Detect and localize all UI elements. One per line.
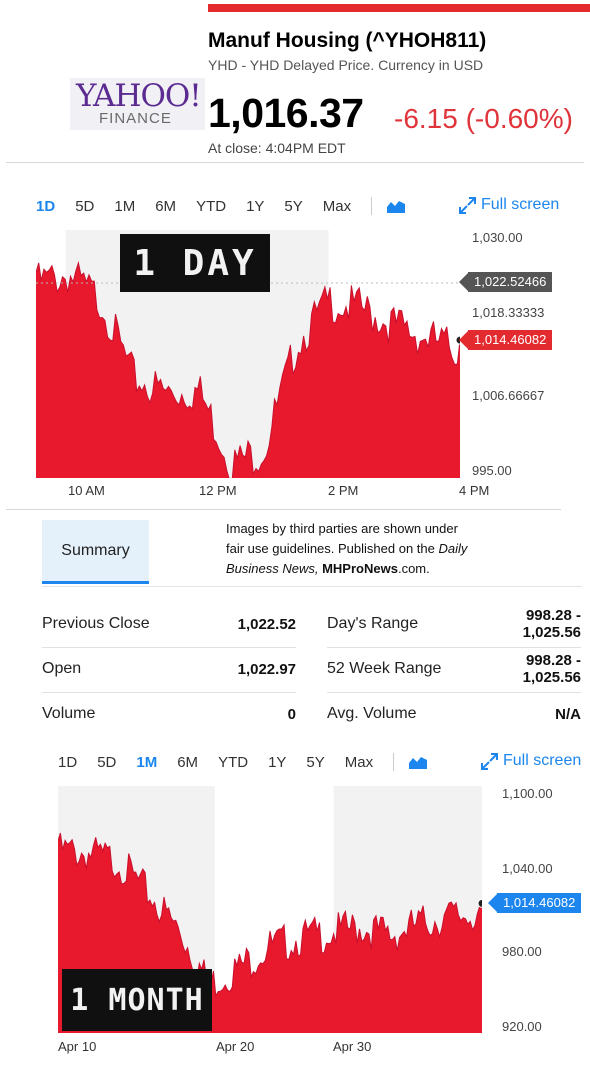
x-tick-day-4: 4 PM <box>459 483 490 498</box>
month-tab-5y[interactable]: 5Y <box>306 753 325 771</box>
month-stamp: 1 MONTH <box>62 969 212 1031</box>
fair-use-notice: Images by third parties are shown under … <box>226 521 468 576</box>
tab-separator <box>393 753 395 771</box>
stat-volume: Volume 0 <box>42 705 296 723</box>
chart-area-series <box>36 262 460 478</box>
y-tick-day-1: 1,030.00 <box>472 230 523 245</box>
prev-close-pointer <box>459 272 469 292</box>
day-tab-ytd[interactable]: YTD <box>196 197 227 215</box>
month-tab-1y[interactable]: 1Y <box>268 753 287 771</box>
y-tick-day-2: 1,018.33333 <box>472 305 545 320</box>
month-tab-1m[interactable]: 1M <box>136 753 158 771</box>
chart-divider <box>6 509 561 510</box>
current-price-dot <box>455 335 460 345</box>
y-tick-month-2: 1,040.00 <box>502 861 553 876</box>
chart-line-series <box>36 260 460 478</box>
day-tab-1d[interactable]: 1D <box>36 197 56 215</box>
tab-separator <box>371 197 373 215</box>
summary-divider <box>42 586 582 587</box>
top-accent-bar <box>208 4 590 12</box>
day-tab-5y[interactable]: 5Y <box>284 197 303 215</box>
fullscreen-button-day[interactable]: Full screen <box>459 196 559 214</box>
header-divider <box>6 162 584 163</box>
month-tab-6m[interactable]: 6M <box>177 753 199 771</box>
day-tab-max[interactable]: Max <box>322 197 352 215</box>
prev-close-badge: 1,022.52466 <box>468 272 553 292</box>
expand-icon <box>481 752 498 770</box>
stat-open: Open 1,022.97 <box>42 660 296 678</box>
y-tick-month-4: 920.00 <box>502 1019 542 1034</box>
yahoo-finance-logo: YAHOO! FINANCE <box>70 78 205 130</box>
x-tick-day-1: 10 AM <box>68 483 105 498</box>
stat-divider <box>327 647 581 648</box>
quote-change: -6.15 (-0.60%) <box>394 103 573 134</box>
stat-previous-close: Previous Close 1,022.52 <box>42 615 296 633</box>
tab-summary[interactable]: Summary <box>42 520 149 584</box>
day-tab-5d[interactable]: 5D <box>75 197 95 215</box>
y-tick-month-1: 1,100.00 <box>502 786 553 801</box>
x-tick-month-2: Apr 20 <box>216 1039 255 1054</box>
month-tab-ytd[interactable]: YTD <box>218 753 249 771</box>
x-tick-day-2: 12 PM <box>199 483 237 498</box>
quote-price: 1,016.37 <box>208 90 364 136</box>
close-time: At close: 4:04PM EDT <box>208 140 346 156</box>
current-price-pointer-day <box>459 330 469 350</box>
current-price-dot <box>477 898 482 908</box>
quote-subtitle: YHD - YHD Delayed Price. Currency in USD <box>208 57 484 73</box>
month-tab-max[interactable]: Max <box>344 753 374 771</box>
fullscreen-button-month[interactable]: Full screen <box>481 752 581 770</box>
y-tick-month-3: 980.00 <box>502 944 542 959</box>
stat-divider <box>42 692 296 693</box>
x-tick-month-3: Apr 30 <box>333 1039 372 1054</box>
area-chart-icon[interactable] <box>408 754 428 770</box>
day-stamp: 1 DAY <box>120 234 270 292</box>
y-tick-day-4: 995.00 <box>472 463 512 478</box>
x-tick-day-3: 2 PM <box>328 483 359 498</box>
chart-line-series <box>58 832 482 998</box>
current-price-badge-month: 1,014.46082 <box>497 893 582 913</box>
expand-icon <box>459 196 476 214</box>
stat-52-week-range: 52 Week Range 998.28 -1,025.56 <box>327 652 581 686</box>
day-tab-1y[interactable]: 1Y <box>246 197 265 215</box>
stat-divider <box>42 647 296 648</box>
day-tab-1m[interactable]: 1M <box>114 197 136 215</box>
range-tabs-month: 1D 5D 1M 6M YTD 1Y 5Y Max <box>58 753 428 771</box>
quote-title: Manuf Housing (^YHOH811) <box>208 29 487 52</box>
stat-divider <box>327 692 581 693</box>
x-tick-month-1: Apr 10 <box>58 1039 97 1054</box>
month-tab-5d[interactable]: 5D <box>97 753 117 771</box>
stat-avg-volume: Avg. Volume N/A <box>327 705 581 723</box>
day-tab-6m[interactable]: 6M <box>155 197 177 215</box>
area-chart-icon[interactable] <box>386 198 406 214</box>
month-tab-1d[interactable]: 1D <box>58 753 78 771</box>
current-price-pointer-month <box>488 893 498 913</box>
y-tick-day-3: 1,006.66667 <box>472 388 545 403</box>
range-tabs-day: 1D 5D 1M 6M YTD 1Y 5Y Max <box>36 197 406 215</box>
stat-days-range: Day's Range 998.28 -1,025.56 <box>327 607 581 641</box>
current-price-badge-day: 1,014.46082 <box>468 330 553 350</box>
